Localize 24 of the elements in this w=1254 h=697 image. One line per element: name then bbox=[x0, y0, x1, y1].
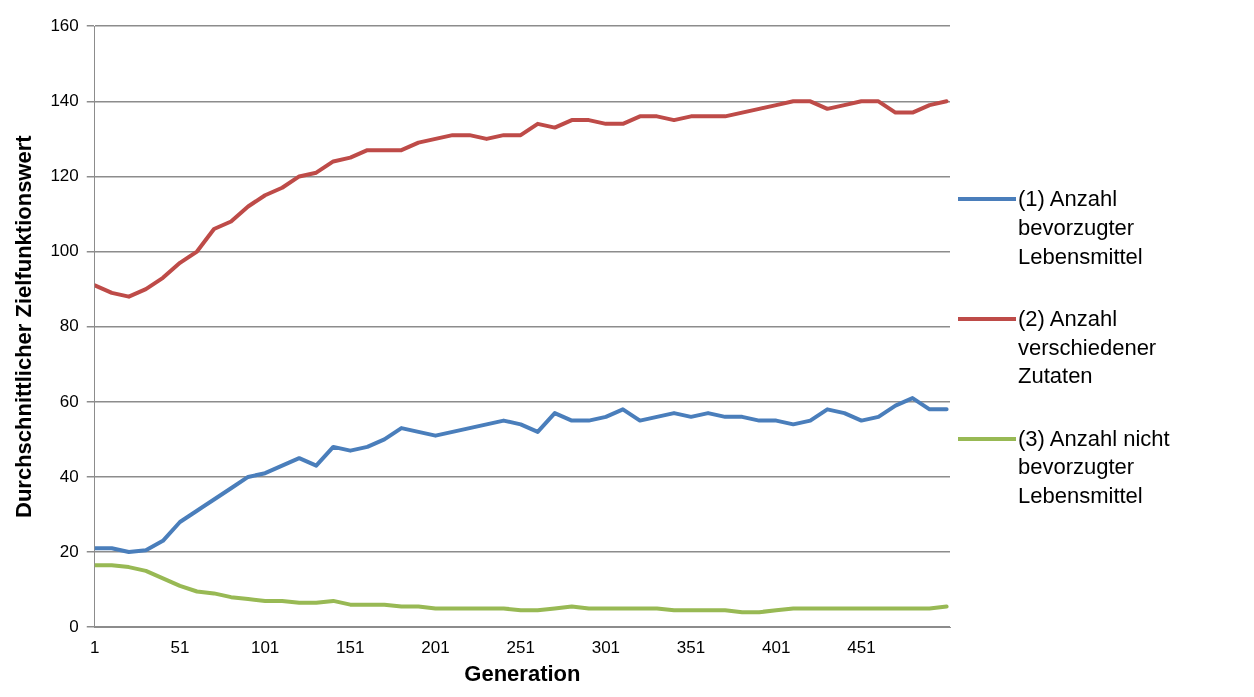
x-tick-label: 351 bbox=[676, 638, 706, 658]
legend-label: (2) Anzahl verschiedener Zutaten bbox=[1018, 305, 1158, 391]
legend-label: (3) Anzahl nicht bevorzugter Lebensmittel bbox=[1018, 424, 1171, 511]
x-tick-label: 51 bbox=[170, 638, 190, 658]
legend-label: (1) Anzahl bevorzugter Lebensmittel bbox=[1018, 185, 1144, 271]
x-tick-label: 201 bbox=[421, 638, 450, 658]
x-tick-label: 151 bbox=[336, 638, 365, 658]
x-tick-label: 251 bbox=[506, 638, 535, 658]
y-tick-label: 140 bbox=[50, 91, 79, 111]
y-tick-label: 120 bbox=[50, 166, 79, 186]
x-axis-title: Generation bbox=[464, 660, 581, 686]
x-tick-label: 1 bbox=[90, 638, 100, 658]
y-tick-label: 40 bbox=[59, 466, 79, 486]
x-tick-label: 401 bbox=[762, 638, 791, 658]
y-axis-title: Durchschnittlicher Zielfunktionswert bbox=[11, 134, 37, 518]
y-tick-label: 160 bbox=[50, 15, 79, 35]
y-tick-label: 0 bbox=[69, 616, 79, 636]
y-tick-label: 100 bbox=[50, 241, 79, 261]
y-tick-label: 80 bbox=[59, 316, 79, 336]
x-tick-label: 101 bbox=[250, 638, 280, 658]
y-tick-label: 20 bbox=[59, 541, 79, 561]
y-tick-label: 60 bbox=[59, 391, 79, 411]
x-tick-label: 301 bbox=[591, 638, 621, 658]
x-tick-label: 451 bbox=[847, 638, 876, 658]
